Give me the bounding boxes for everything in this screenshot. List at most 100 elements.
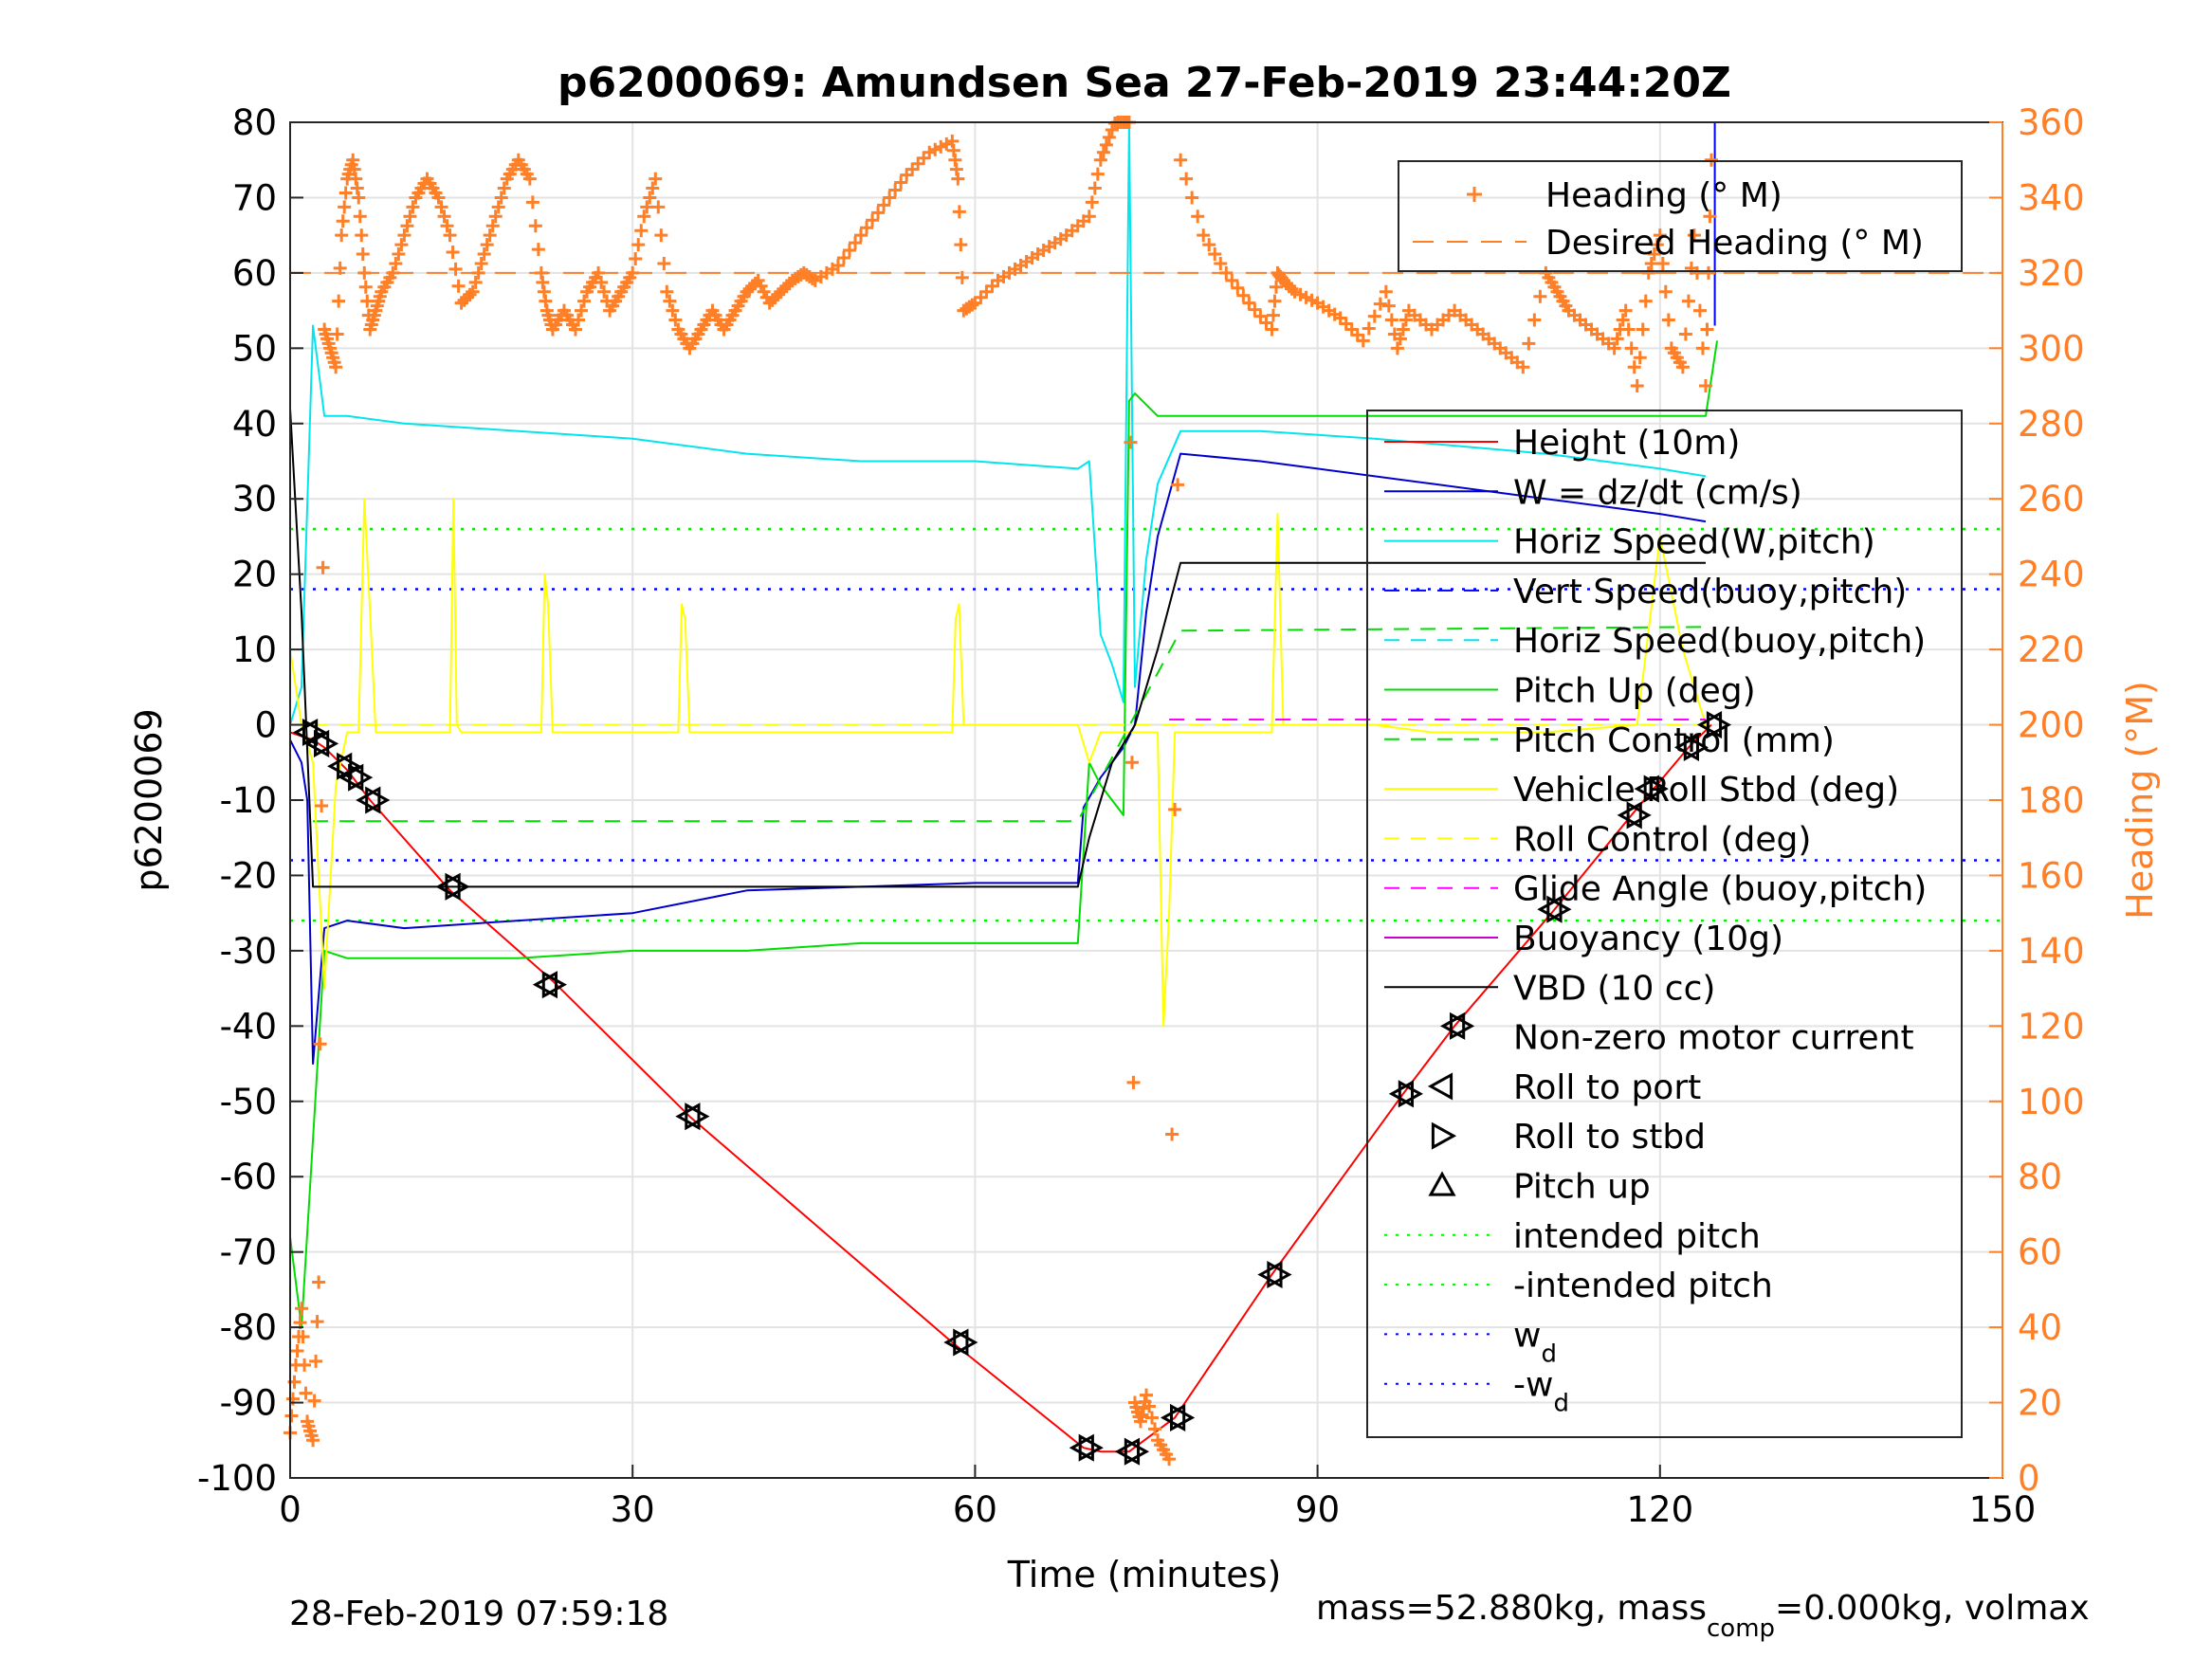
x-axis-label: Time (minutes): [1007, 1554, 1282, 1595]
heading-point: [522, 172, 537, 186]
heading-point: [1105, 122, 1119, 137]
heading-point: [448, 262, 463, 276]
series-layer: [289, 121, 1718, 1453]
heading-point: [1090, 167, 1105, 181]
heading-point: [831, 258, 845, 272]
y-tick-label: -20: [220, 855, 277, 896]
heading-point: [491, 200, 505, 214]
heading-point: [1202, 238, 1216, 252]
heading-point: [1522, 337, 1536, 351]
motor-marker: [1267, 1260, 1292, 1289]
legend: Height (10m) W = dz/dt (cm/s) Horiz Speed(…: [1366, 410, 1963, 1438]
heading-point: [315, 798, 329, 812]
heading-point: [346, 153, 360, 167]
heading-point: [310, 1315, 324, 1329]
heading-point: [1381, 299, 1396, 313]
heading-point: [338, 200, 352, 214]
heading-point: [466, 284, 480, 299]
heading-point: [1633, 351, 1647, 365]
footer-mass-sub: comp: [1707, 1614, 1775, 1643]
heading-point: [871, 206, 886, 220]
heading-point: [1225, 273, 1239, 287]
heading-point: [569, 322, 582, 337]
heading-point: [1704, 153, 1718, 167]
heading-point: [643, 191, 657, 205]
legend-heading: Heading (° M) Desired Heading (° M): [1398, 160, 1963, 272]
heading-point: [1644, 256, 1658, 270]
heading-point: [1655, 256, 1670, 270]
heading-point: [330, 327, 344, 341]
y-axis: 80 70 60 50 40 30 20 10 0 -10 -20 -30 -40 -50 -60 -70 -8…: [197, 102, 303, 1499]
legend-label: W = dz/dt (cm/s): [1513, 473, 1802, 512]
y-tick-label: -10: [220, 780, 277, 821]
y-tick-right-label: 140: [2018, 931, 2085, 972]
y-tick-label: 20: [232, 555, 277, 595]
heading-point: [488, 210, 503, 224]
heading-point: [307, 1394, 321, 1408]
motor-marker: [304, 729, 330, 757]
heading-point: [1214, 256, 1228, 270]
heading-point: [1145, 1411, 1160, 1425]
heading-point: [313, 1037, 327, 1051]
heading-point: [386, 265, 400, 280]
motor-marker: [1626, 801, 1652, 830]
y-tick-right-label: 40: [2018, 1307, 2062, 1348]
y-tick-right-label: 280: [2018, 404, 2085, 445]
heading-point: [945, 134, 960, 148]
legend-label: Vert Speed(buoy,pitch): [1513, 573, 1907, 611]
heading-point: [805, 271, 819, 285]
heading-point: [298, 1358, 312, 1372]
legend-label: Vehicle Roll Stbd (deg): [1513, 771, 1899, 810]
heading-point: [403, 210, 417, 224]
footer-mass-a: mass=52.880kg, mass: [1316, 1589, 1707, 1628]
heading-point: [1236, 288, 1251, 302]
series-line: [289, 452, 1707, 1066]
heading-point: [1393, 332, 1407, 346]
chart-title: p6200069: Amundsen Sea 27-Feb-2019 23:44…: [558, 59, 1731, 107]
y-tick-right-label: 120: [2018, 1006, 2085, 1047]
y-tick-label: -90: [220, 1383, 277, 1424]
heading-point: [528, 219, 542, 233]
heading-point: [1143, 1399, 1157, 1413]
heading-point: [1124, 435, 1138, 449]
motor-marker: [1069, 1433, 1094, 1462]
legend-label: Glide Angle (buoy,pitch): [1513, 870, 1927, 909]
heading-point: [350, 181, 364, 195]
heading-point: [965, 298, 979, 312]
heading-point: [1610, 332, 1624, 346]
heading-point: [306, 1433, 320, 1448]
y-tick-label: 80: [232, 102, 277, 143]
legend-label: -intended pitch: [1513, 1267, 1773, 1305]
y-tick-label: -70: [220, 1232, 277, 1273]
heading-point: [355, 228, 369, 243]
heading-point: [356, 247, 370, 262]
heading-point: [1616, 313, 1630, 327]
heading-point: [955, 270, 969, 284]
heading-point: [1085, 195, 1099, 210]
heading-point: [494, 191, 508, 205]
motor-marker: [1257, 1260, 1283, 1289]
heading-point: [894, 175, 908, 190]
heading-point: [883, 191, 897, 205]
heading-point: [657, 256, 671, 270]
heading-point: [1527, 313, 1542, 327]
motor-marker: [1428, 1171, 1456, 1196]
motor-marker: [1634, 775, 1659, 803]
motor-marker: [1114, 1437, 1141, 1466]
legend-label: Pitch Control (mm): [1513, 721, 1835, 760]
x-axis: 0 30 60 90 120 150: [279, 1465, 2036, 1530]
y-tick-right-label: 320: [2018, 253, 2085, 294]
motor-marker: [1161, 1403, 1186, 1431]
heading-point: [1162, 1452, 1177, 1467]
heading-point: [1126, 1075, 1141, 1089]
heading-point: [347, 162, 361, 176]
motor-marker: [541, 971, 567, 999]
heading-point: [1362, 321, 1376, 336]
heading-point: [577, 294, 592, 308]
heading-point: [1231, 281, 1245, 295]
y-tick-right-label: 260: [2018, 479, 2085, 520]
y-tick-label: 40: [232, 404, 277, 445]
heading-point: [1641, 265, 1655, 280]
heading-point: [1700, 322, 1714, 337]
heading-point: [1171, 478, 1185, 492]
